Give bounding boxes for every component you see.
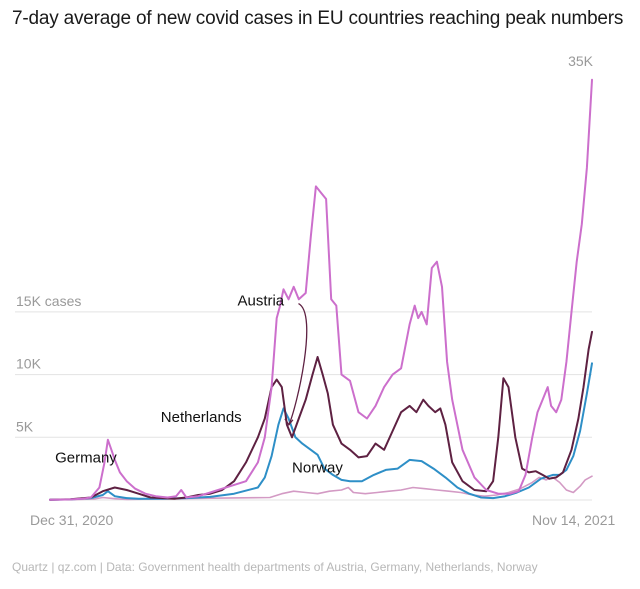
annotation-arrow: [288, 303, 308, 426]
series-line-netherlands: [49, 362, 593, 501]
y-tick-label-15000: 15K cases: [16, 293, 81, 309]
y-tick-label-35000: 35K: [568, 53, 594, 69]
annotation-austria: Austria: [237, 293, 284, 310]
y-tick-label-5000: 5K: [16, 418, 34, 434]
chart-title: 7-day average of new covid cases in EU c…: [12, 8, 624, 29]
y-tick-labels: 5K 10K 15K cases 35K: [16, 53, 594, 434]
series-line-germany: [49, 78, 593, 501]
annotation-arrow-head: [284, 418, 294, 426]
annotation-netherlands: Netherlands: [161, 409, 242, 426]
series-line-norway: [49, 475, 593, 501]
x-start-label: Dec 31, 2020: [30, 512, 113, 528]
y-tick-label-10000: 10K: [16, 356, 42, 372]
series-annotations: Germany Austria Netherlands Norway: [55, 293, 343, 477]
annotation-germany: Germany: [55, 449, 117, 466]
series-lines: [49, 78, 593, 501]
chart-source: Quartz | qz.com | Data: Government healt…: [12, 560, 538, 574]
x-end-label: Nov 14, 2021: [532, 512, 615, 528]
annotation-norway: Norway: [292, 459, 343, 476]
